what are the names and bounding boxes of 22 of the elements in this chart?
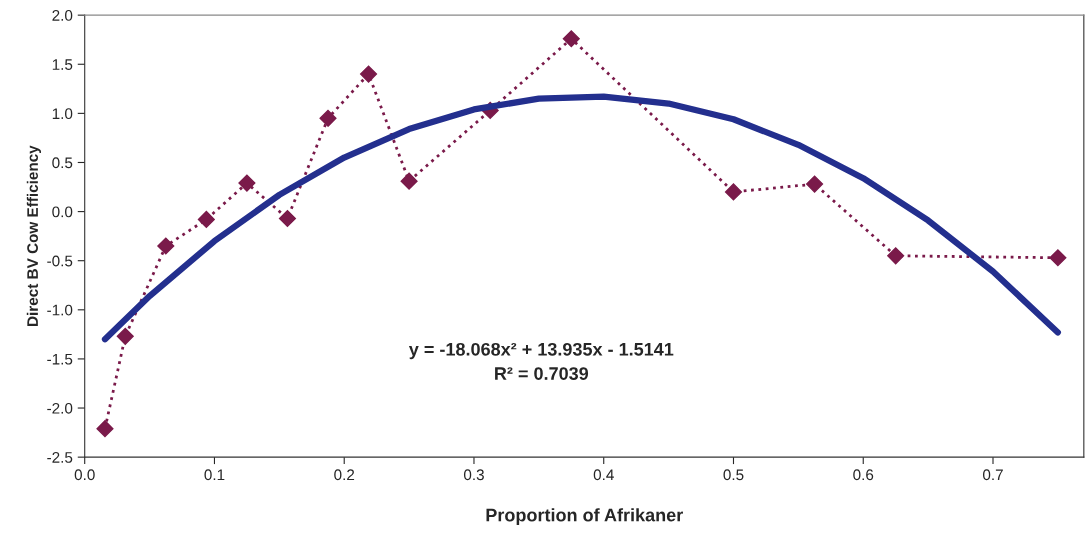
annotation: R² = 0.7039 (495, 367, 589, 380)
y-tick-label: -2.0 (47, 402, 73, 414)
x-axis-title: Proportion of Afrikaner (486, 508, 683, 526)
y-tick-label: 2.0 (52, 10, 73, 21)
x-tick-label: 0.0 (74, 469, 95, 481)
annotation: y = -18.068x² + 13.935x - 1.5141 (408, 342, 674, 360)
x-tick-label: 0.5 (723, 469, 744, 481)
y-tick-label: 1.5 (52, 59, 73, 70)
x-tick-label: 0.4 (593, 469, 614, 481)
y-tick-label: -2.5 (47, 452, 73, 463)
x-tick-label: 0.3 (463, 469, 484, 481)
x-tick-label: 0.1 (204, 469, 225, 481)
y-tick-label: -0.5 (47, 255, 73, 267)
x-tick-label: 0.6 (853, 469, 874, 481)
y-tick-label: 0.5 (52, 157, 73, 169)
y-tick-label: -1.0 (47, 304, 73, 316)
x-tick-label: 0.7 (982, 469, 1003, 481)
y-axis-title: Direct BV Cow Efficiency (26, 145, 42, 326)
y-tick-label: -1.5 (47, 353, 73, 365)
y-tick-label: 1.0 (52, 108, 73, 120)
y-tick-label: 0.0 (52, 206, 73, 218)
x-tick-label: 0.2 (334, 469, 355, 481)
